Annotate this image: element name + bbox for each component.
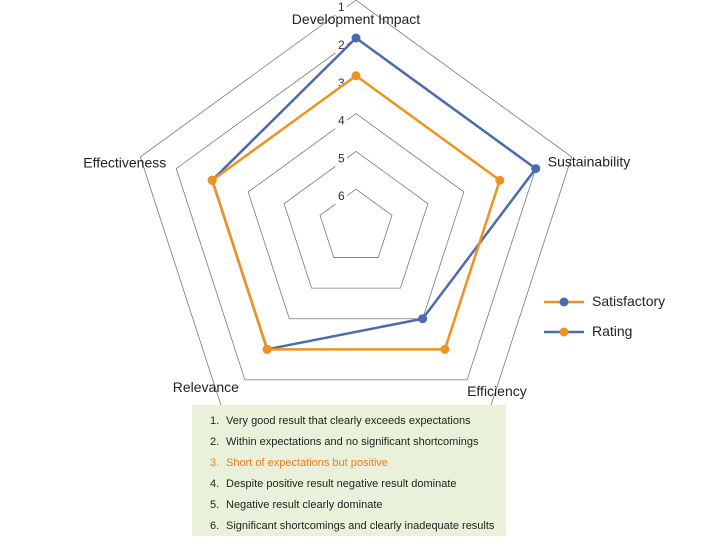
scale-item-1: 1. Very good result that clearly exceeds …: [210, 415, 471, 427]
legend-label-satisfactory: Satisfactory: [592, 293, 666, 309]
legend-label-rating: Rating: [592, 323, 633, 339]
series-line-rating: [210, 74, 502, 351]
tick-label-bg-3: [335, 74, 347, 91]
tick-label-5: 5: [338, 151, 345, 165]
legend-entry-satisfactory: Satisfactory: [544, 290, 704, 320]
tick-label-3: 3: [338, 76, 345, 90]
tick-label-6: 6: [338, 189, 345, 203]
scale-item-2: 2. Within expectations and no significant…: [210, 436, 479, 448]
series-point-satisfactory-development-impact: [351, 33, 361, 43]
scale-item-4: 4. Despite positive result negative resul…: [210, 478, 457, 490]
series-point-rating-development-impact: [351, 71, 361, 81]
legend-swatch-rating: [544, 327, 584, 337]
scale-item-5: 5. Negative result clearly dominate: [210, 499, 383, 511]
series-point-rating-relevance: [262, 344, 272, 354]
tick-label-2: 2: [338, 38, 345, 52]
series-point-satisfactory-efficiency: [418, 314, 428, 324]
tick-label-1: 1: [338, 0, 345, 14]
axis-label-sustainability: Sustainability: [548, 154, 631, 170]
series-line-satisfactory: [210, 36, 537, 351]
legend-swatch-satisfactory: [544, 297, 584, 307]
tick-label-bg-5: [335, 150, 347, 167]
axis-label-development-impact: Development Impact: [292, 11, 421, 27]
axis-label-efficiency: Efficiency: [467, 383, 527, 399]
rating-scale-key: 1. Very good result that clearly exceeds …: [192, 405, 506, 536]
legend-entry-rating: Rating: [544, 320, 704, 350]
tick-label-bg-1: [335, 0, 347, 16]
grid-ring-5: [283, 150, 429, 289]
series-point-rating-efficiency: [440, 344, 450, 354]
tick-label-bg-6: [335, 188, 347, 205]
axis-label-relevance: Relevance: [173, 379, 239, 395]
scale-item-3: 3. Short of expectations but positive: [210, 457, 389, 469]
scale-item-6: 6. Significant shortcomings and clearly i…: [210, 520, 495, 532]
grid-ring-4: [247, 113, 465, 320]
tick-label-bg-4: [335, 112, 347, 129]
radar-tick-labels: 1 2 3 4 5 6: [335, 0, 347, 205]
radar-axis-labels: Development Impact Sustainability Efficien…: [83, 11, 630, 399]
series-point-rating-sustainability: [495, 175, 505, 185]
chart-legend: Satisfactory Rating: [544, 290, 704, 350]
series-point-satisfactory-sustainability: [531, 164, 541, 174]
grid-ring-3: [211, 75, 501, 350]
radar-series: [207, 33, 541, 354]
axis-label-effectiveness: Effectiveness: [83, 155, 166, 171]
grid-ring-6: [319, 188, 393, 258]
rating-scale-list: 1. Very good result that clearly exceeds …: [210, 411, 506, 537]
series-point-rating-effectiveness: [207, 175, 217, 185]
tick-label-4: 4: [338, 114, 345, 128]
grid-ring-2: [175, 37, 537, 381]
